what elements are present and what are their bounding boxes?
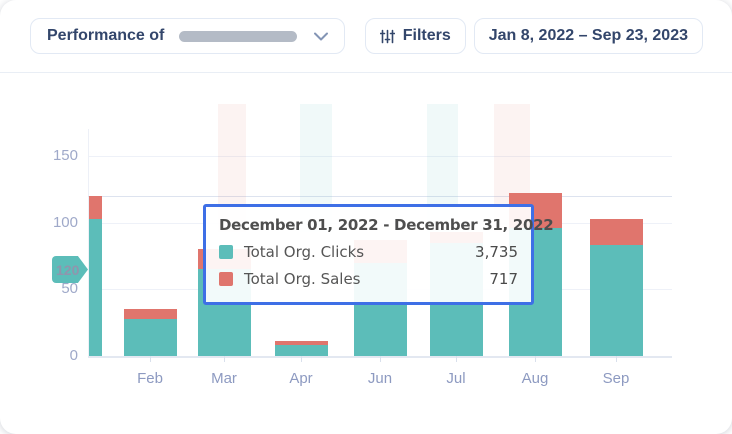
toolbar: Performance of — [0, 0, 732, 73]
x-axis-label-Jun: Jun — [367, 370, 393, 387]
hover-guide-line — [88, 196, 672, 197]
x-tick-Apr — [301, 356, 302, 362]
x-tick-Feb — [150, 356, 151, 362]
x-tick-Aug — [535, 356, 536, 362]
clicks-value: 3,735 — [475, 243, 518, 261]
gridline-150 — [88, 156, 672, 157]
x-axis-label-Mar: Mar — [211, 370, 237, 387]
sales-legend-label: Total Org. Sales — [244, 270, 361, 288]
x-tick-Mar — [224, 356, 225, 362]
x-tick-Jul — [456, 356, 457, 362]
y-axis-label-50: 50 — [61, 280, 78, 298]
x-axis-label-Apr: Apr — [289, 370, 313, 387]
clicks-legend-swatch — [219, 245, 233, 259]
bar-Apr-clicks[interactable] — [274, 345, 328, 356]
x-axis-label-Feb: Feb — [137, 370, 163, 387]
performance-chart: 0 50 100 150 Feb Mar Apr Jun Jul Aug Sep 120 Decem… — [0, 73, 732, 434]
x-axis-label-Sep: Sep — [602, 370, 630, 387]
tooltip-row-clicks: Total Org. Clicks 3,735 — [219, 243, 518, 261]
bar-Apr-sales[interactable] — [274, 341, 328, 346]
x-tick-Jun — [380, 356, 381, 362]
redacted-value-pill — [179, 30, 298, 42]
date-range-button[interactable]: Jan 8, 2022 – Sep 23, 2023 — [473, 18, 703, 54]
filters-button[interactable]: Filters — [364, 18, 466, 54]
filters-sliders-icon — [379, 29, 395, 44]
y-axis-hover-badge: 120 — [52, 256, 88, 283]
y-axis-label-100: 100 — [52, 213, 78, 231]
bar-Sep-sales[interactable] — [589, 218, 643, 246]
bar-hovered-clicks[interactable] — [88, 218, 102, 356]
y-axis-label-0: 0 — [69, 347, 78, 364]
sales-value: 717 — [489, 270, 518, 288]
bar-Feb-clicks[interactable] — [123, 318, 177, 356]
chart-tooltip: December 01, 2022 - December 31, 2022 To… — [203, 204, 554, 305]
filters-button-label: Filters — [402, 27, 451, 44]
chevron-down-icon — [314, 32, 329, 41]
clicks-legend-label: Total Org. Clicks — [244, 243, 365, 261]
bar-Sep-clicks[interactable] — [589, 245, 643, 356]
tooltip-title: December 01, 2022 - December 31, 2022 — [219, 216, 554, 234]
toolbar-right-group: Filters Jan 8, 2022 – Sep 23, 2023 — [364, 18, 703, 54]
x-tick-Sep — [616, 356, 617, 362]
x-axis-label-Aug: Aug — [521, 370, 549, 387]
date-range-label: Jan 8, 2022 – Sep 23, 2023 — [488, 27, 688, 44]
y-axis-label-150: 150 — [52, 147, 78, 164]
sales-legend-swatch — [219, 272, 233, 286]
dropdown-label: Performance of — [47, 27, 165, 44]
x-axis-label-Jul: Jul — [446, 370, 466, 387]
bar-Feb-sales[interactable] — [123, 309, 177, 319]
hover-badge-value: 120 — [56, 261, 80, 278]
tooltip-row-sales: Total Org. Sales 717 — [219, 270, 518, 288]
bar-hovered-sales[interactable] — [88, 196, 102, 219]
performance-dropdown[interactable]: Performance of — [30, 18, 346, 54]
